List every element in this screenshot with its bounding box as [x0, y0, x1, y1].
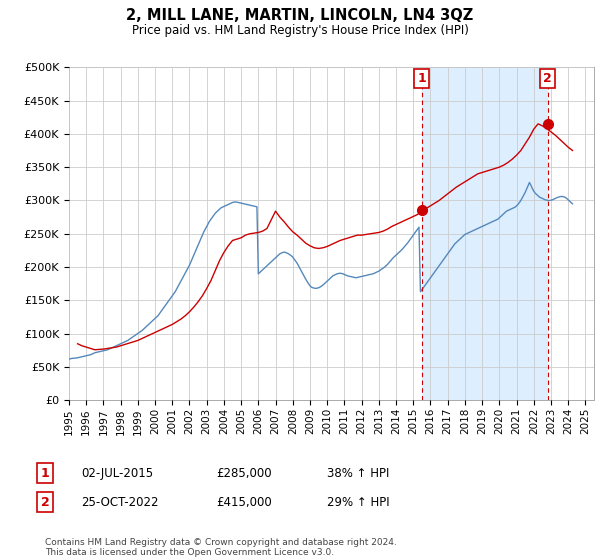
Text: £285,000: £285,000	[216, 466, 272, 480]
Text: 2: 2	[41, 496, 49, 509]
Text: 25-OCT-2022: 25-OCT-2022	[81, 496, 158, 509]
Text: 1: 1	[41, 466, 49, 480]
Text: 2, MILL LANE, MARTIN, LINCOLN, LN4 3QZ: 2, MILL LANE, MARTIN, LINCOLN, LN4 3QZ	[127, 8, 473, 24]
Text: 38% ↑ HPI: 38% ↑ HPI	[327, 466, 389, 480]
Bar	[422, 67, 548, 400]
Text: Price paid vs. HM Land Registry's House Price Index (HPI): Price paid vs. HM Land Registry's House …	[131, 24, 469, 36]
Text: 02-JUL-2015: 02-JUL-2015	[81, 466, 153, 480]
Text: 29% ↑ HPI: 29% ↑ HPI	[327, 496, 389, 509]
Text: £415,000: £415,000	[216, 496, 272, 509]
Text: 1: 1	[418, 72, 426, 85]
Text: 2: 2	[543, 72, 552, 85]
Text: Contains HM Land Registry data © Crown copyright and database right 2024.
This d: Contains HM Land Registry data © Crown c…	[45, 538, 397, 557]
